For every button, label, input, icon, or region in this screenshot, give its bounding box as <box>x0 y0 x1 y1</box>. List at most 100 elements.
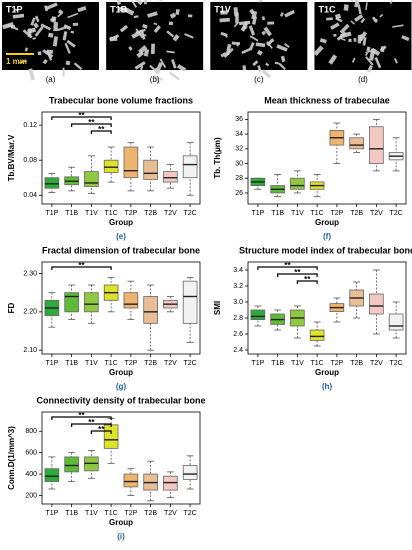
trabecula <box>333 33 337 37</box>
trabecula <box>348 38 352 43</box>
y-tick-label: 2.20 <box>23 309 37 316</box>
box <box>123 473 139 488</box>
trabecula <box>251 16 258 25</box>
trabecula <box>19 60 27 64</box>
y-tick-label: 200 <box>25 492 37 499</box>
trabecula <box>257 65 262 73</box>
trabecula <box>389 0 393 4</box>
trabecula <box>136 50 145 59</box>
y-tick-label: 36 <box>235 116 243 123</box>
trabecula <box>252 60 259 67</box>
image-label: T1V <box>214 4 231 14</box>
trabecula <box>57 11 64 18</box>
trabecula <box>256 49 263 56</box>
trabecula <box>242 24 248 29</box>
trabecula <box>249 35 259 42</box>
x-tick-label: T1C <box>105 360 118 367</box>
trabecula <box>265 62 270 67</box>
image-label: T1C <box>318 4 336 14</box>
trabecula <box>70 30 75 34</box>
panel-label: (c) <box>254 75 264 84</box>
panel-label: (d) <box>358 75 368 84</box>
trabecula <box>261 69 271 79</box>
trabecula <box>392 24 404 28</box>
box <box>388 313 404 331</box>
trabecula <box>35 15 40 23</box>
x-tick-label: T1B <box>65 210 78 217</box>
trabecula <box>261 16 266 21</box>
y-tick-label: 2.10 <box>23 347 37 354</box>
chart-title: Fractal dimension of trabecular bone <box>42 245 200 255</box>
x-tick-label: T1C <box>105 210 118 217</box>
box <box>84 292 99 313</box>
y-tick-label: 30 <box>235 160 243 167</box>
box <box>143 296 158 324</box>
trabecula <box>255 42 266 48</box>
significance-label: ** <box>98 125 105 134</box>
y-tick-label: 2.6 <box>233 331 243 338</box>
chart-title: Structure model index of trabecular bone <box>239 245 412 255</box>
significance-bracket <box>51 416 112 420</box>
box <box>123 146 139 179</box>
x-tick-label: T1V <box>85 510 98 517</box>
trabecula <box>172 34 180 42</box>
trabecula <box>45 2 58 11</box>
scale-bar-label: 1 mm <box>6 57 27 66</box>
y-tick-label: 2.4 <box>233 347 243 354</box>
x-tick-label: T2B <box>144 510 157 517</box>
x-tick-label: T1P <box>251 210 264 217</box>
image-label: T1P <box>6 4 23 14</box>
trabecula <box>365 2 368 11</box>
y-axis-label: FD <box>7 302 16 313</box>
y-axis-label: Tb. Th(μm) <box>213 137 222 179</box>
trabecula <box>63 24 72 31</box>
trabecula <box>158 0 165 2</box>
x-tick-label: T2V <box>370 360 383 367</box>
chart-title: Connectivity density of trabecular bone <box>36 395 205 405</box>
x-tick-label: T1P <box>45 360 58 367</box>
trabecula <box>72 22 79 26</box>
plot-frame <box>247 261 407 355</box>
trabecula <box>52 36 59 47</box>
x-tick-label: T2C <box>184 510 197 517</box>
trabecula <box>280 55 286 63</box>
x-tick-label: T1P <box>45 210 58 217</box>
trabecula <box>169 12 177 19</box>
trabecula <box>350 20 356 25</box>
significance-bracket <box>296 280 318 284</box>
trabecula <box>353 14 364 22</box>
trabecula <box>143 0 148 5</box>
significance-bracket <box>277 273 318 277</box>
y-axis-label: SMI <box>213 301 222 315</box>
panel-label: (g) <box>116 382 127 391</box>
trabecula <box>7 23 19 31</box>
trabecula <box>336 31 347 41</box>
x-tick-label: T2C <box>184 360 197 367</box>
trabecula <box>12 13 25 19</box>
trabecula <box>366 46 371 52</box>
trabecula <box>135 28 146 34</box>
trabecula <box>346 0 354 3</box>
significance-label: ** <box>78 111 85 120</box>
trabecula <box>233 7 239 17</box>
trabecula <box>313 45 324 56</box>
box <box>123 292 139 309</box>
trabecula <box>153 74 161 85</box>
x-tick-label: T2C <box>184 210 197 217</box>
trabecula <box>225 43 232 55</box>
trabecula <box>48 32 54 38</box>
trabecula <box>362 37 367 46</box>
significance-label: ** <box>98 425 105 434</box>
trabecula <box>233 21 239 28</box>
trabecula <box>62 31 68 41</box>
trabecula <box>284 9 295 18</box>
y-tick-label: 0.04 <box>23 192 37 199</box>
trabecula <box>117 6 129 13</box>
trabecula <box>319 38 327 44</box>
box <box>309 329 325 341</box>
trabecula <box>140 65 144 71</box>
trabecula <box>242 65 247 71</box>
y-tick-label: 28 <box>235 175 243 182</box>
x-tick-label: T1C <box>311 210 324 217</box>
